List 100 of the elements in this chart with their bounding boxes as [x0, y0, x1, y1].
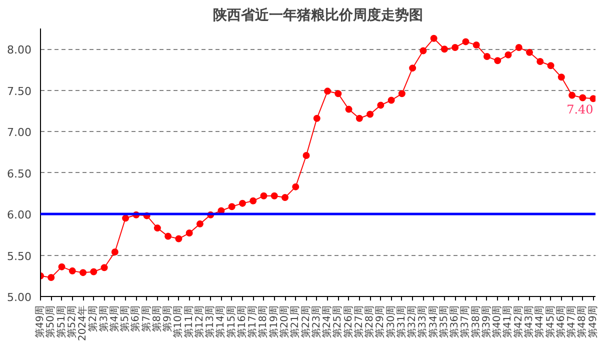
point: [90, 268, 98, 276]
x-tick-label: 第43周: [523, 305, 536, 338]
x-tick-label: 第12周: [193, 305, 206, 338]
y-tick-label: 6.00: [7, 208, 32, 222]
point: [568, 92, 576, 99]
point: [472, 42, 480, 48]
x-tick-label: 第34周: [427, 305, 440, 338]
point: [409, 64, 416, 72]
x-tick-label: 第40周: [491, 305, 504, 338]
point: [324, 88, 332, 95]
x-tick-label: 第14周: [214, 305, 227, 338]
x-tick-label: 第2周: [87, 305, 100, 332]
y-tick-label: 6.50: [7, 167, 32, 180]
point: [260, 192, 268, 200]
point: [558, 74, 565, 81]
point: [238, 200, 246, 207]
point: [111, 248, 118, 256]
point: [68, 267, 76, 274]
x-tick-label: 第44周: [534, 305, 546, 338]
x-tick-label: 第45周: [544, 305, 556, 338]
x-tick-label: 第13周: [204, 305, 216, 338]
x-tick-label: 第46周: [554, 305, 567, 338]
x-tick-label: 第8周: [150, 305, 163, 332]
x-tick-label: 第37周: [459, 305, 472, 338]
x-tick-label: 第41周: [502, 305, 514, 338]
point: [80, 269, 87, 276]
point: [270, 192, 278, 200]
x-tick-label: 第27周: [352, 305, 365, 338]
point: [388, 96, 395, 104]
x-tick-label: 第30周: [384, 305, 397, 338]
point: [494, 57, 502, 64]
x-tick-label: 第10周: [172, 305, 184, 338]
x-tick-label: 第9周: [162, 305, 174, 332]
x-tick-label: 第7周: [140, 305, 152, 332]
x-tick-label: 第23周: [310, 305, 322, 338]
point: [175, 235, 182, 242]
x-tick-label: 第35周: [438, 305, 450, 338]
point: [154, 224, 161, 232]
point: [377, 102, 384, 109]
y-tick-label: 8.00: [7, 44, 32, 57]
point: [366, 110, 374, 118]
point: [590, 95, 596, 102]
x-tick-label: 第6周: [130, 305, 142, 332]
x-tick-label: 第4周: [108, 305, 120, 332]
point: [547, 62, 554, 70]
x-tick-label: 第42周: [512, 305, 524, 338]
point: [48, 274, 55, 282]
point: [452, 44, 459, 51]
point: [164, 232, 172, 240]
x-tick-label: 第31周: [395, 305, 408, 338]
x-tick-label: 第22周: [300, 305, 312, 338]
x-tick-label: 第33周: [416, 305, 429, 338]
point: [430, 34, 438, 42]
point: [504, 51, 512, 58]
x-tick-label: 第51周: [55, 305, 68, 338]
point: [440, 46, 448, 53]
x-tick-label: 第39周: [480, 305, 492, 338]
point: [462, 38, 470, 46]
x-tick-label: 第28周: [364, 305, 376, 338]
x-tick-label: 第18周: [257, 305, 270, 338]
point: [334, 90, 342, 98]
x-tick-label: 第25周: [332, 305, 344, 338]
point: [292, 183, 300, 190]
point: [579, 94, 586, 102]
x-tick-label: 第47周: [566, 305, 578, 338]
x-tick-label: 第48周: [576, 305, 588, 338]
x-tick-label: 第50周: [44, 305, 57, 338]
point: [58, 263, 66, 270]
data-label: 7.40: [566, 102, 594, 117]
point: [526, 48, 534, 56]
point: [186, 230, 193, 236]
x-tick-label: 第32周: [406, 305, 418, 338]
point: [345, 106, 352, 113]
x-tick-label: 第20周: [278, 305, 291, 338]
x-tick-label: 第15周: [225, 305, 238, 338]
x-tick-label: 第52周: [66, 305, 78, 338]
point: [483, 53, 490, 60]
y-tick-label: 5.00: [7, 291, 32, 304]
point: [122, 214, 130, 222]
point: [515, 44, 522, 51]
x-tick-label: 第21周: [289, 305, 302, 338]
x-tick-label: 第11周: [182, 305, 195, 338]
x-tick-label: 第49周: [34, 305, 46, 338]
chart-title: 陕西省近一年猪粮比价周度走势图: [213, 6, 423, 24]
y-tick-label: 7.00: [7, 126, 32, 140]
point: [420, 47, 427, 54]
point: [302, 152, 310, 159]
x-tick-label: 第17周: [246, 305, 259, 338]
x-tick-label: 第16周: [236, 305, 248, 338]
x-tick-label: 第3周: [98, 305, 110, 332]
point: [356, 114, 363, 122]
point: [100, 264, 108, 272]
point: [228, 203, 236, 210]
y-tick-label: 7.50: [7, 84, 32, 98]
point: [398, 90, 406, 98]
y-tick-label: 5.50: [7, 250, 32, 263]
point: [282, 194, 289, 202]
x-tick-label: 第49周: [586, 305, 599, 338]
x-tick-label: 第19周: [268, 305, 280, 338]
x-tick-label: 2024年: [76, 305, 89, 341]
